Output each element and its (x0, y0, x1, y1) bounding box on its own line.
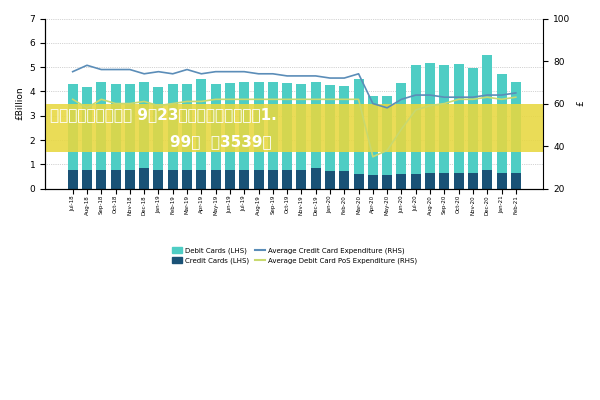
Bar (497, 173, 506, 189)
Bar (282, 170, 292, 189)
Bar (311, 168, 320, 189)
Bar (382, 174, 392, 189)
Bar (268, 170, 278, 189)
Bar (211, 84, 221, 170)
Text: 配资平台哪种好一点 9月23日鸡蕉期货收盘下跌1.: 配资平台哪种好一点 9月23日鸡蕉期货收盘下跌1. (50, 107, 277, 122)
Bar (282, 83, 292, 170)
Bar (82, 86, 92, 170)
Bar (239, 170, 249, 189)
Bar (497, 74, 506, 173)
Bar (168, 84, 178, 170)
Bar (211, 170, 221, 189)
Y-axis label: £: £ (576, 101, 585, 106)
Text: 99，  托3539元: 99， 托3539元 (170, 134, 271, 149)
Bar (154, 170, 163, 189)
Bar (125, 170, 135, 189)
Bar (254, 82, 263, 170)
Bar (339, 171, 349, 189)
Bar (139, 168, 149, 189)
Bar (454, 64, 464, 173)
Bar (325, 85, 335, 171)
Bar (468, 68, 478, 173)
Bar (397, 174, 406, 189)
Bar (254, 170, 263, 189)
Bar (239, 82, 249, 170)
Bar (110, 170, 121, 189)
Legend: Debit Cards (LHS), Credit Cards (LHS), Average Credit Card Expenditure (RHS), Av: Debit Cards (LHS), Credit Cards (LHS), A… (169, 245, 419, 267)
Bar (439, 65, 449, 173)
Bar (339, 86, 349, 171)
Bar (482, 170, 492, 189)
Bar (397, 83, 406, 174)
Bar (125, 84, 135, 170)
Bar (454, 173, 464, 189)
Bar (154, 86, 163, 170)
Bar (196, 170, 206, 189)
Bar (325, 171, 335, 189)
Y-axis label: £Billion: £Billion (15, 87, 24, 120)
Bar (168, 170, 178, 189)
Bar (96, 170, 106, 189)
Bar (296, 84, 307, 170)
Bar (196, 79, 206, 170)
Bar (411, 174, 421, 189)
Bar (511, 173, 521, 189)
Bar (182, 84, 192, 170)
Bar (382, 96, 392, 174)
Bar (296, 170, 307, 189)
Bar (425, 63, 435, 173)
Bar (96, 82, 106, 170)
Bar (110, 84, 121, 170)
Bar (439, 173, 449, 189)
Bar (411, 66, 421, 174)
Bar (368, 96, 378, 174)
Bar (353, 79, 364, 174)
Bar (68, 170, 77, 189)
Bar (368, 174, 378, 189)
Bar (482, 55, 492, 170)
Bar (225, 170, 235, 189)
Bar (511, 82, 521, 173)
Bar (268, 82, 278, 170)
Bar (468, 173, 478, 189)
Bar (182, 170, 192, 189)
FancyBboxPatch shape (45, 104, 544, 152)
Bar (353, 174, 364, 189)
Bar (225, 83, 235, 170)
Bar (139, 82, 149, 168)
Bar (425, 173, 435, 189)
Bar (82, 170, 92, 189)
Bar (311, 82, 320, 168)
Bar (68, 84, 77, 170)
